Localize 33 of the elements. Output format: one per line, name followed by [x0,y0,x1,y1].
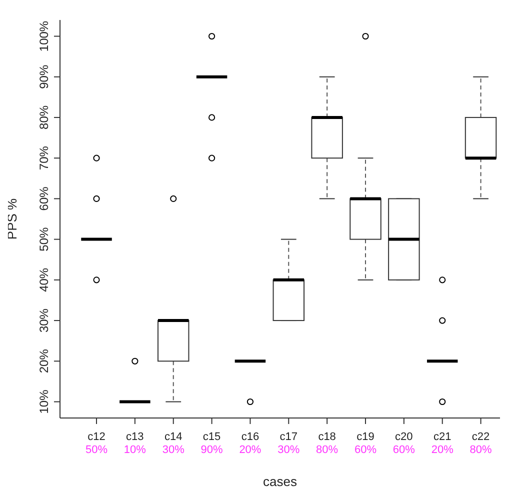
x-axis-title: cases [263,474,298,489]
x-tick-label: c19 [356,431,374,443]
x-tick-label: c22 [472,431,490,443]
y-tick-label: 80% [37,105,51,130]
y-tick-label: 50% [37,226,51,252]
text: 30% [278,444,300,456]
y-tick-label: 40% [37,268,51,292]
text: 90% [200,444,223,456]
y-tick-label: 30% [37,308,51,333]
text: 20% [239,444,262,456]
x-tick-label: c12 [88,431,106,443]
x-tick-label: c17 [280,431,298,443]
text: 30% [162,444,184,456]
y-tick-label: 20% [37,348,51,374]
text: 50% [85,444,108,456]
x-tick-label: c18 [318,431,336,443]
x-tick-label: c13 [126,431,144,443]
y-tick-label: 100% [37,20,51,52]
text: 80% [316,444,338,456]
x-tick-label: c21 [433,431,452,443]
x-tick-label: c20 [395,431,413,443]
y-tick-label: 90% [37,64,51,89]
text: 60% [354,444,377,456]
y-tick-label: 70% [37,146,51,170]
y-tick-label: 60% [37,186,51,211]
x-tick-label: c14 [164,431,182,443]
x-tick-label: c15 [202,431,221,443]
x-tick-label: c16 [241,431,260,443]
text: 60% [392,444,415,456]
text: 20% [431,444,454,456]
text: 80% [470,444,492,456]
y-tick-label: 10% [37,389,51,414]
text: 10% [124,444,146,456]
